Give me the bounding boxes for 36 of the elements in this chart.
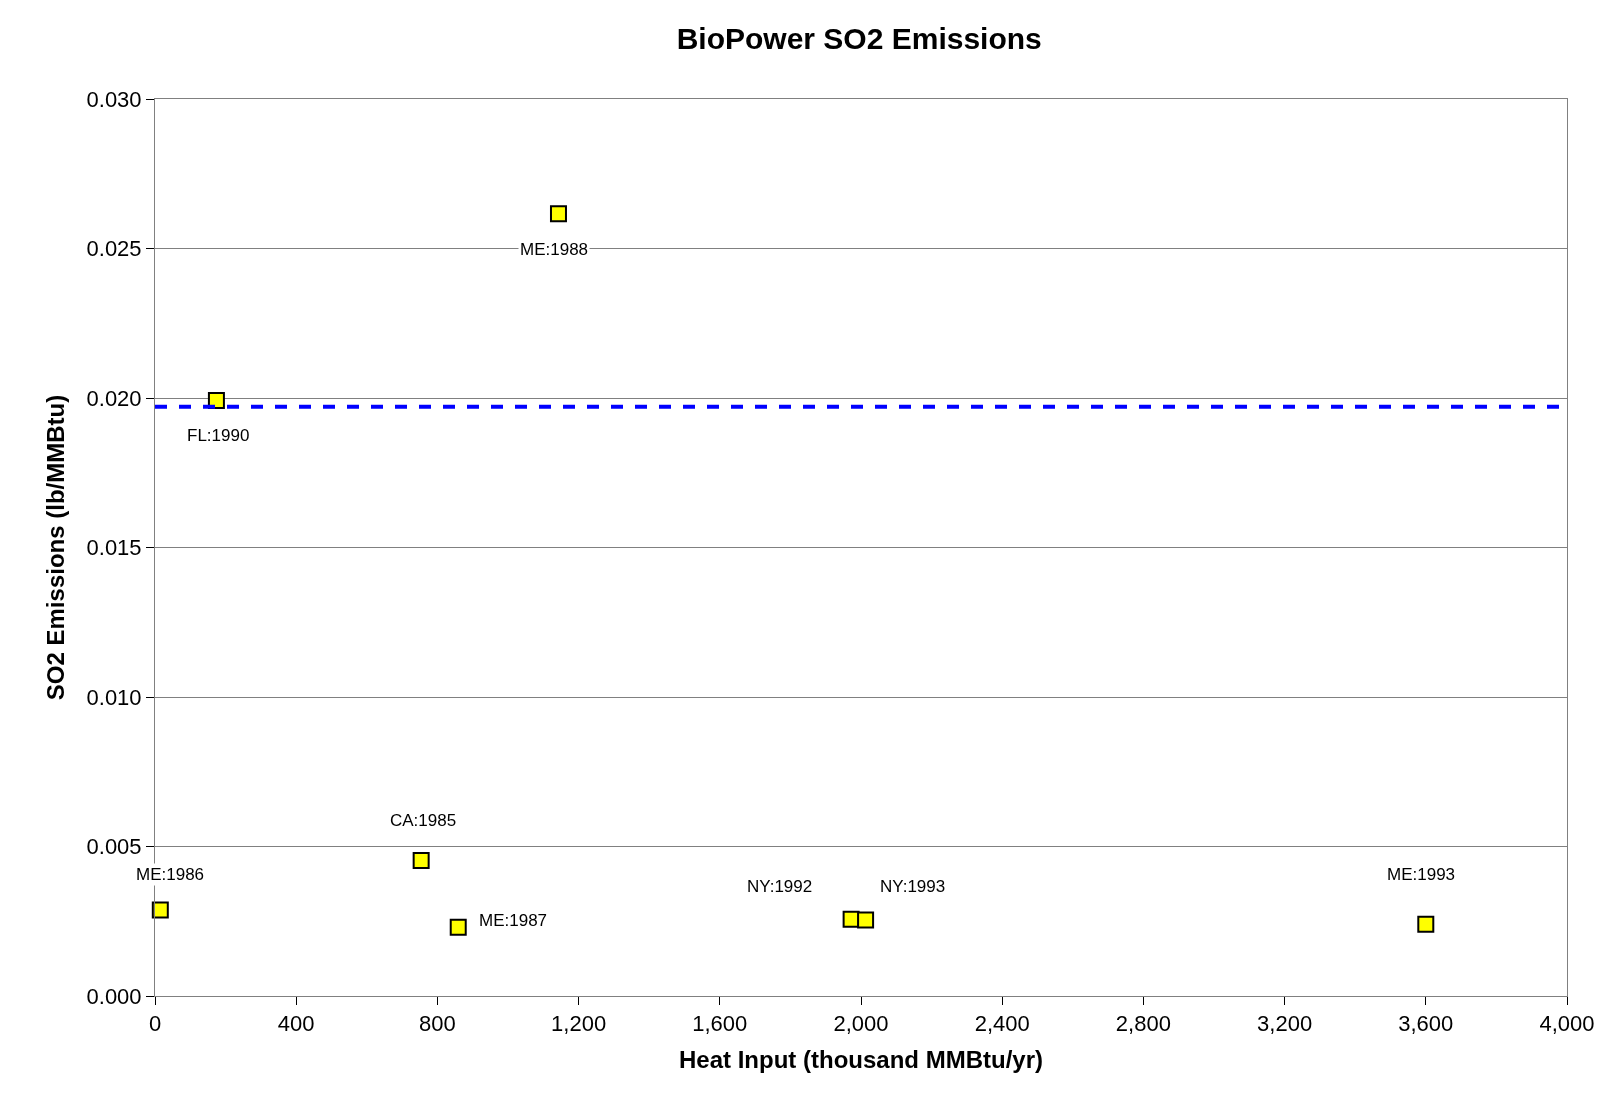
chart-title: BioPower SO2 Emissions xyxy=(676,21,1042,55)
point xyxy=(1417,915,1435,933)
y-tick-label: 0.000 xyxy=(86,983,142,1009)
annotation: ME:1993 xyxy=(1387,865,1456,884)
point xyxy=(412,852,430,870)
point xyxy=(549,205,567,223)
x-tick-label: 3,200 xyxy=(1257,1011,1313,1037)
annotation: ME:1987 xyxy=(479,911,548,930)
annotation: CA:1985 xyxy=(390,811,457,830)
annotation: ME:1986 xyxy=(136,865,205,884)
x-tick-label: 4,000 xyxy=(1539,1011,1595,1037)
y-tick-label: 0.025 xyxy=(86,236,142,262)
annotation: NY:1993 xyxy=(880,877,946,896)
y-tick-label: 0.005 xyxy=(86,834,142,860)
x-tick-label: 400 xyxy=(277,1011,315,1037)
x-tick-label: 3,600 xyxy=(1398,1011,1454,1037)
x-tick-label: 1,200 xyxy=(551,1011,607,1037)
x-tick-label: 0 xyxy=(148,1011,162,1037)
annotation: NY:1992 xyxy=(747,877,813,896)
x-tick-label: 2,000 xyxy=(833,1011,889,1037)
y-axis-title: SO2 Emissions (lb/MMBtu) xyxy=(41,394,69,701)
x-axis-title: Heat Input (thousand MMBtu/yr) xyxy=(679,1045,1043,1073)
y-tick-label: 0.010 xyxy=(86,684,142,710)
point xyxy=(857,911,875,929)
x-tick-label: 2,800 xyxy=(1115,1011,1171,1037)
annotation: ME:1988 xyxy=(520,240,589,259)
x-tick-label: 1,600 xyxy=(692,1011,748,1037)
x-tick-label: 800 xyxy=(419,1011,456,1037)
point xyxy=(151,901,169,919)
y-tick-label: 0.015 xyxy=(86,535,142,561)
point xyxy=(207,391,225,409)
x-tick-label: 2,400 xyxy=(974,1011,1030,1037)
y-tick-label: 0.030 xyxy=(86,86,142,112)
y-tick-label: 0.020 xyxy=(86,385,142,411)
point xyxy=(449,918,467,936)
annotation: FL:1990 xyxy=(187,426,250,445)
